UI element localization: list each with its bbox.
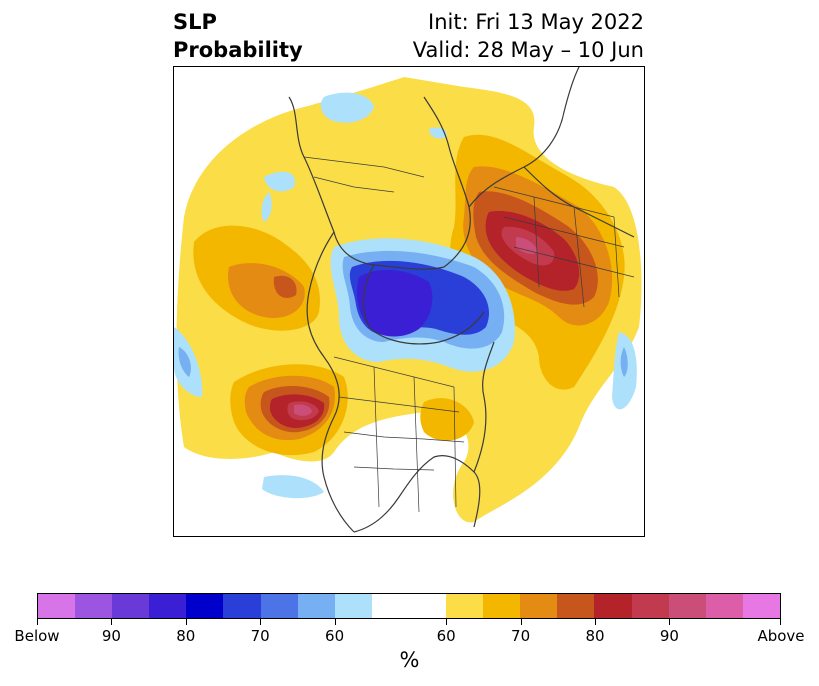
colorbar-tick bbox=[780, 619, 781, 625]
below-normal-90-regions bbox=[357, 269, 433, 337]
above-normal-95-regions bbox=[294, 237, 538, 416]
title-variable: SLP bbox=[173, 10, 217, 34]
valid-period: Valid: 28 May – 10 Jun bbox=[412, 38, 644, 62]
colorbar-tick bbox=[111, 619, 113, 625]
colorbar-segment bbox=[483, 594, 521, 618]
colorbar-segment bbox=[520, 594, 558, 618]
colorbar-segment bbox=[149, 594, 187, 618]
colorbar-tick-label: 80 bbox=[176, 627, 196, 645]
colorbar-tick-labels: Below 90 80 70 60 60 70 80 90 Above bbox=[14, 627, 804, 647]
colorbar-tick-label: 60 bbox=[436, 627, 456, 645]
colorbar-tick-label: 90 bbox=[659, 627, 679, 645]
probability-map bbox=[173, 66, 645, 537]
colorbar-segment bbox=[297, 594, 335, 618]
title-product: Probability bbox=[173, 38, 303, 62]
colorbar-tick bbox=[334, 619, 336, 625]
colorbar-segment bbox=[446, 594, 484, 618]
colorbar-ticks bbox=[37, 619, 781, 625]
polar-stereographic-map bbox=[174, 67, 644, 536]
colorbar-segment bbox=[112, 594, 150, 618]
colorbar-segment bbox=[742, 594, 780, 618]
colorbar-tick bbox=[669, 619, 671, 625]
coastlines bbox=[288, 67, 635, 533]
colorbar-tick bbox=[37, 619, 38, 625]
colorbar-segment bbox=[186, 594, 224, 618]
colorbar-segment bbox=[705, 594, 743, 618]
map-title-right: Init: Fri 13 May 2022 Valid: 28 May – 10… bbox=[413, 8, 644, 64]
political-boundaries bbox=[303, 156, 635, 513]
colorbar-segment bbox=[38, 594, 76, 618]
colorbar-tick-label: Above bbox=[757, 627, 805, 645]
colorbar-segment bbox=[223, 594, 261, 618]
colorbar-tick bbox=[260, 619, 262, 625]
colorbar-tick-label: 80 bbox=[585, 627, 605, 645]
init-date: Init: Fri 13 May 2022 bbox=[428, 10, 644, 34]
colorbar-segment bbox=[371, 594, 409, 618]
colorbar-segment bbox=[557, 594, 595, 618]
colorbar-segment bbox=[260, 594, 298, 618]
colorbar-segment bbox=[668, 594, 706, 618]
colorbar-tick-label: Below bbox=[14, 627, 60, 645]
colorbar-segment bbox=[631, 594, 669, 618]
colorbar-tick bbox=[595, 619, 596, 625]
colorbar-tick-label: 60 bbox=[325, 627, 345, 645]
colorbar-tick-label: 90 bbox=[101, 627, 121, 645]
colorbar-tick-label: 70 bbox=[511, 627, 531, 645]
colorbar-tick bbox=[446, 619, 448, 625]
colorbar-tick bbox=[520, 619, 522, 625]
probability-colorbar bbox=[37, 593, 781, 619]
colorbar-segment bbox=[75, 594, 113, 618]
colorbar-tick bbox=[185, 619, 187, 625]
colorbar-tick-label: 70 bbox=[250, 627, 270, 645]
colorbar-segment bbox=[334, 594, 372, 618]
map-title-left: SLP Probability bbox=[173, 8, 303, 64]
colorbar-unit-label: % bbox=[399, 648, 420, 672]
colorbar-segment bbox=[408, 594, 447, 618]
colorbar-segment bbox=[594, 594, 632, 618]
